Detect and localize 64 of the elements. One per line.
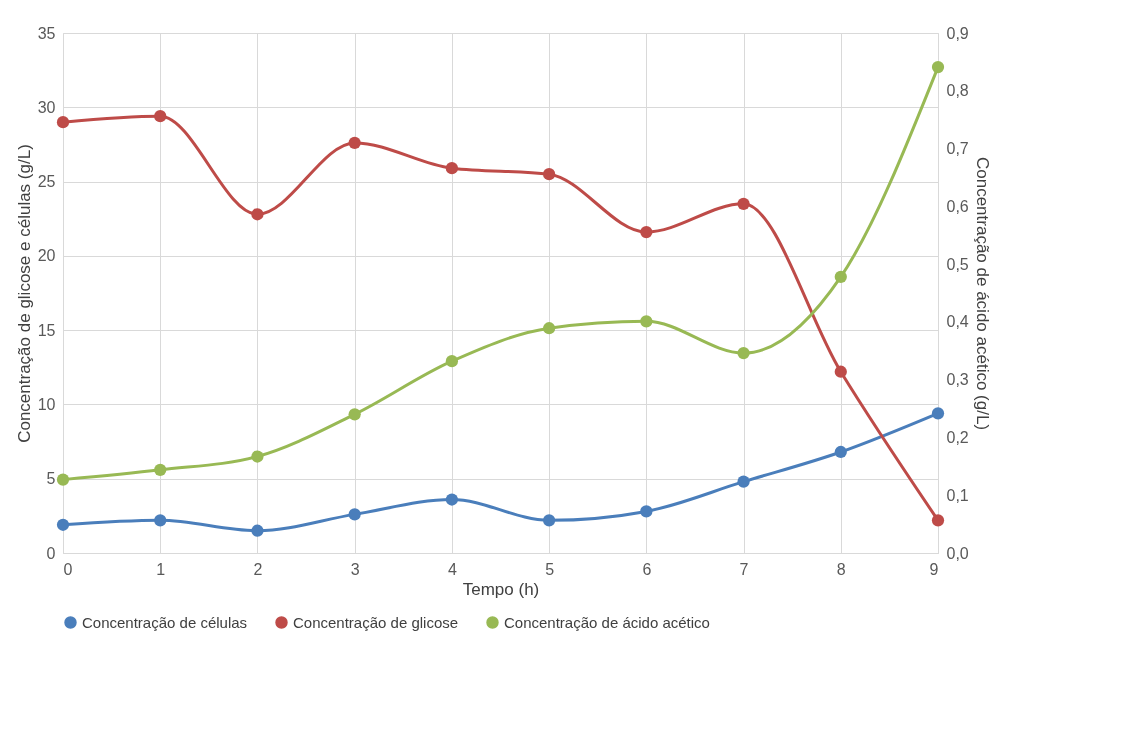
y2-tick-label: 0,0 — [946, 544, 969, 562]
y2-tick-label: 0,1 — [946, 486, 969, 504]
y2-tick-label: 0,8 — [946, 82, 969, 100]
point — [56, 116, 70, 129]
y-tick-label: 10 — [37, 395, 56, 413]
point — [251, 524, 264, 537]
y-tick-label: 20 — [37, 247, 56, 265]
x-tick-label: 1 — [156, 560, 166, 578]
point — [56, 473, 70, 486]
y2-tick-label: 0,2 — [946, 428, 969, 446]
y-tick-label: 15 — [37, 321, 56, 339]
y2-tick-label: 0,5 — [946, 255, 969, 273]
x-tick-label: 4 — [447, 560, 457, 578]
point — [737, 475, 750, 488]
x-axis-title: Tempo (h) — [462, 579, 540, 599]
y-tick-label: 25 — [37, 173, 56, 191]
point — [542, 168, 556, 181]
point — [931, 407, 945, 420]
point — [737, 346, 750, 360]
x-tick-label: 8 — [836, 560, 846, 578]
point — [445, 493, 459, 506]
legend-label: Concentração de glicose — [293, 613, 459, 631]
point — [931, 514, 945, 527]
point — [834, 445, 847, 459]
point — [542, 322, 556, 335]
point — [834, 270, 847, 283]
y2-tick-label: 0,7 — [946, 140, 969, 158]
y-tick-label: 0 — [46, 544, 56, 562]
y-tick-label: 35 — [37, 24, 56, 42]
legend-label: Concentração de células — [82, 613, 248, 631]
point — [154, 463, 167, 476]
point — [348, 508, 361, 521]
x-tick-label: 2 — [253, 560, 263, 578]
point — [251, 208, 264, 221]
point — [154, 514, 167, 527]
y2-tick-label: 0,4 — [946, 313, 969, 331]
y-tick-label: 30 — [37, 98, 56, 116]
point — [640, 505, 653, 518]
point — [834, 365, 847, 378]
point — [640, 315, 653, 328]
x-tick-label: 6 — [642, 560, 652, 578]
x-tick-label: 0 — [63, 560, 73, 578]
point — [931, 60, 945, 74]
y2-tick-label: 0,6 — [946, 197, 969, 215]
y-tick-label: 5 — [46, 470, 56, 488]
point — [542, 514, 556, 527]
point — [56, 518, 70, 531]
y2-tick-label: 0,3 — [946, 371, 969, 389]
y2-tick-label: 0,9 — [946, 24, 969, 42]
y-axis-title: Concentração de glicose e células (g/L) — [14, 144, 34, 443]
point — [154, 110, 167, 123]
point — [445, 355, 459, 368]
legend-label: Concentração de ácido acético — [504, 613, 710, 631]
point — [348, 136, 361, 150]
point — [445, 162, 459, 175]
y2-axis-title: Concentração de ácido acético (g/L) — [972, 156, 992, 431]
x-tick-label: 5 — [545, 560, 555, 578]
point — [737, 197, 750, 210]
point — [640, 225, 653, 239]
point — [251, 450, 264, 463]
x-tick-label: 7 — [739, 560, 749, 578]
x-tick-label: 9 — [929, 560, 939, 578]
x-tick-label: 3 — [350, 560, 360, 578]
point — [348, 408, 361, 421]
